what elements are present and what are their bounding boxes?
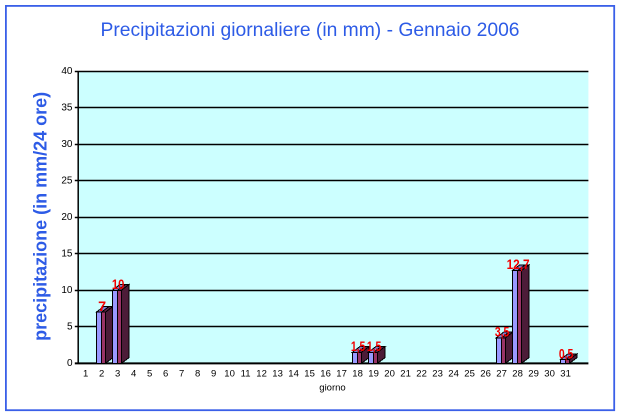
svg-text:21: 21 (400, 369, 411, 380)
svg-text:9: 9 (211, 369, 216, 380)
svg-text:24: 24 (448, 369, 459, 380)
svg-text:1: 1 (83, 369, 88, 380)
svg-text:35: 35 (61, 102, 73, 113)
svg-text:11: 11 (241, 369, 251, 380)
svg-text:27: 27 (496, 369, 507, 380)
svg-text:19: 19 (368, 369, 379, 380)
svg-text:3: 3 (115, 369, 120, 380)
svg-text:7: 7 (98, 298, 106, 314)
svg-text:10: 10 (61, 285, 73, 296)
svg-text:1,5: 1,5 (351, 338, 366, 354)
svg-text:10: 10 (224, 369, 235, 380)
svg-text:7: 7 (179, 369, 184, 380)
svg-text:30: 30 (61, 139, 73, 150)
svg-text:30: 30 (544, 369, 555, 380)
svg-text:3,5: 3,5 (495, 323, 510, 339)
svg-text:20: 20 (61, 212, 73, 223)
svg-text:6: 6 (163, 369, 168, 380)
svg-text:31: 31 (560, 369, 571, 380)
svg-text:12,7: 12,7 (507, 256, 530, 272)
svg-text:26: 26 (480, 369, 491, 380)
svg-text:5: 5 (67, 322, 73, 333)
svg-text:18: 18 (352, 369, 363, 380)
svg-text:5: 5 (147, 369, 152, 380)
svg-text:17: 17 (336, 369, 347, 380)
svg-text:1,5: 1,5 (367, 338, 382, 354)
svg-text:13: 13 (272, 369, 283, 380)
svg-text:20: 20 (384, 369, 395, 380)
svg-text:23: 23 (432, 369, 443, 380)
svg-text:10: 10 (112, 276, 125, 292)
svg-text:29: 29 (528, 369, 539, 380)
svg-text:0: 0 (67, 358, 73, 369)
svg-text:22: 22 (416, 369, 427, 380)
svg-text:giorno: giorno (319, 383, 345, 394)
svg-text:precipitazione (in mm/24 ore): precipitazione (in mm/24 ore) (30, 92, 50, 341)
svg-text:0,5: 0,5 (559, 345, 574, 361)
svg-text:14: 14 (288, 369, 299, 380)
svg-text:12: 12 (256, 369, 267, 380)
svg-text:16: 16 (320, 369, 331, 380)
svg-text:Precipitazioni giornaliere (in: Precipitazioni giornaliere (in mm) - Gen… (100, 20, 519, 41)
svg-text:15: 15 (61, 249, 73, 260)
svg-text:4: 4 (131, 369, 136, 380)
svg-text:25: 25 (61, 176, 73, 187)
svg-text:40: 40 (61, 66, 73, 77)
svg-text:2: 2 (99, 369, 104, 380)
svg-text:28: 28 (512, 369, 523, 380)
svg-text:8: 8 (195, 369, 200, 380)
svg-text:25: 25 (464, 369, 475, 380)
svg-text:15: 15 (304, 369, 315, 380)
